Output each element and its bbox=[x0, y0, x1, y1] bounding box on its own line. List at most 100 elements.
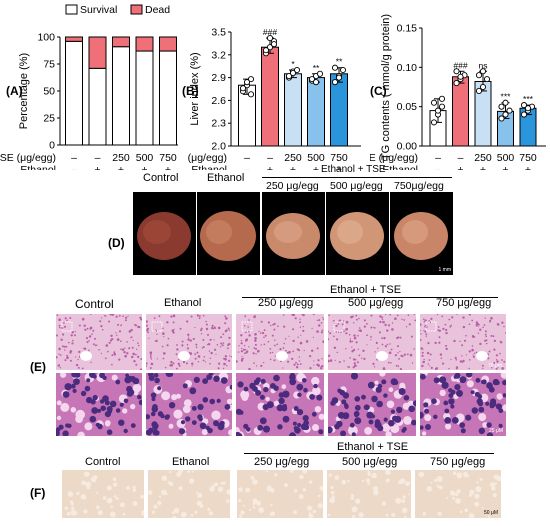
c-ylabel: TG contents ( mmol/g protein) bbox=[380, 14, 392, 160]
a-tse-val-2: 250 bbox=[112, 152, 130, 164]
d-image-250 bbox=[262, 192, 325, 275]
panel-label-a: (A) bbox=[6, 84, 23, 98]
a-eth-val-1: + bbox=[94, 164, 100, 170]
b-bar-2 bbox=[284, 73, 302, 147]
c-point-4-3 bbox=[520, 102, 528, 109]
e-scale-bot: 25 μM bbox=[489, 428, 503, 434]
c-sig-2: ns bbox=[479, 60, 488, 70]
a-bar-dead-3 bbox=[135, 36, 154, 52]
b-point-2-2 bbox=[293, 66, 301, 74]
b-point-4-3 bbox=[331, 64, 339, 71]
a-eth-label: Ethanol bbox=[20, 164, 56, 170]
b-point-3-3 bbox=[308, 76, 316, 83]
f-scale-bar: 50 μM bbox=[484, 510, 498, 516]
c-point-0-4 bbox=[434, 107, 442, 114]
b-point-2-3 bbox=[285, 73, 293, 80]
b-tse-val-0: – bbox=[244, 152, 250, 164]
b-eth-val-0: – bbox=[244, 164, 250, 170]
panel-label-f: (F) bbox=[30, 486, 46, 500]
c-point-3-1 bbox=[502, 111, 509, 118]
a-legend-swatch-dead bbox=[130, 4, 143, 15]
e-label-250: 250 μg/egg bbox=[258, 297, 314, 309]
f-image-500 bbox=[327, 470, 411, 518]
a-tse-label: TSE (μg/egg) bbox=[0, 152, 56, 164]
c-point-0-5 bbox=[438, 95, 446, 102]
e-bot-750: 25 μM bbox=[420, 373, 506, 436]
f-label-ethanol: Ethanol bbox=[172, 456, 210, 468]
b-sig-4: ** bbox=[336, 57, 343, 67]
c-point-0-3 bbox=[430, 99, 438, 106]
a-legend-swatch-survival bbox=[65, 4, 78, 15]
f-image-ethanol bbox=[148, 470, 230, 518]
b-eth-label: Ethanol bbox=[191, 164, 227, 170]
b-eth-val-3: + bbox=[313, 164, 319, 170]
a-bar-dead-4 bbox=[159, 36, 177, 52]
b-point-2-4 bbox=[289, 69, 297, 77]
e-top-750: 70 μm bbox=[420, 314, 506, 370]
d-image-control bbox=[133, 192, 196, 275]
panel-label-e: (E) bbox=[30, 360, 46, 374]
e-top-control bbox=[56, 314, 142, 370]
c-eth-label: Ethanol bbox=[382, 164, 418, 170]
b-point-4-4 bbox=[335, 74, 343, 81]
d-label-250: 250 μg/egg bbox=[266, 180, 319, 192]
c-tse-val-0: – bbox=[435, 152, 441, 164]
b-point-1-1 bbox=[266, 44, 274, 51]
c-eth-val-0: – bbox=[435, 164, 441, 170]
e-group-label: Ethanol + TSE bbox=[330, 284, 402, 296]
e-scale-top: 70 μm bbox=[488, 363, 502, 369]
b-point-1-4 bbox=[266, 35, 274, 42]
d-label-control: Control bbox=[143, 172, 179, 184]
d-group-line bbox=[262, 177, 452, 178]
b-tse-val-3: 500 bbox=[307, 152, 325, 164]
b-point-1-3 bbox=[262, 47, 270, 54]
b-tse-val-2: 250 bbox=[284, 152, 302, 164]
c-tse-val-4: 750 bbox=[519, 152, 537, 164]
a-legend-survival: Survival bbox=[80, 4, 117, 16]
c-point-2-0 bbox=[475, 87, 483, 94]
c-tse-label: TSE (μg/egg) bbox=[370, 152, 418, 164]
b-point-1-5 bbox=[270, 41, 278, 48]
a-eth-val-4: + bbox=[165, 164, 171, 170]
e-bot-250 bbox=[236, 373, 324, 436]
a-eth-val-3: + bbox=[141, 164, 147, 170]
d-label-750: 750μg/egg bbox=[394, 180, 444, 192]
b-sig-3: ** bbox=[313, 63, 320, 73]
c-point-1-3 bbox=[453, 68, 460, 75]
b-bar-3 bbox=[307, 77, 325, 147]
b-sig-2: * bbox=[291, 59, 295, 69]
f-label-control: Control bbox=[85, 456, 121, 468]
d-image-750: 1 mm bbox=[390, 192, 453, 275]
a-tse-val-4: 750 bbox=[159, 152, 177, 164]
a-ytick-label-2: 50 bbox=[43, 86, 55, 98]
c-tse-val-3: 500 bbox=[497, 152, 515, 164]
c-eth-val-4: + bbox=[525, 164, 531, 170]
chart-a: 0 25 50 75 100 Percentage (%) Survival Dead TSE … bbox=[0, 4, 178, 170]
d-image-ethanol bbox=[197, 192, 260, 275]
b-eth-val-2: + bbox=[290, 164, 296, 170]
c-point-3-3 bbox=[498, 103, 505, 110]
panel-label-d: (D) bbox=[108, 236, 125, 250]
b-ytick-label-4: 3.2 bbox=[211, 49, 226, 61]
b-ytick-label-2: 2.6 bbox=[211, 95, 226, 107]
c-tse-val-2: 250 bbox=[474, 152, 492, 164]
e-bot-500 bbox=[328, 373, 416, 436]
b-tse-val-4: 750 bbox=[330, 152, 348, 164]
a-bar-survival-2 bbox=[112, 46, 130, 146]
a-bar-survival-0 bbox=[65, 40, 83, 146]
e-label-750: 750 μg/egg bbox=[436, 297, 492, 309]
b-bar-4 bbox=[330, 73, 348, 147]
a-ytick-label-4: 100 bbox=[37, 32, 55, 44]
a-bar-survival-3 bbox=[135, 50, 154, 146]
c-point-3-2 bbox=[506, 107, 513, 114]
chart-c: 0.00 0.05 0.10 0.15 TG contents ( mmol/g pro… bbox=[370, 14, 546, 170]
f-image-750: 50 μM bbox=[415, 470, 501, 518]
c-point-0-2 bbox=[438, 103, 446, 110]
e-group-line bbox=[242, 297, 498, 298]
b-point-0-5 bbox=[247, 91, 255, 98]
a-ylabel: Percentage (%) bbox=[18, 53, 30, 129]
b-point-0-4 bbox=[243, 79, 251, 86]
c-ytick-label-0: 0.00 bbox=[397, 141, 418, 153]
c-point-0-0 bbox=[430, 119, 438, 126]
d-image-500 bbox=[326, 192, 389, 275]
